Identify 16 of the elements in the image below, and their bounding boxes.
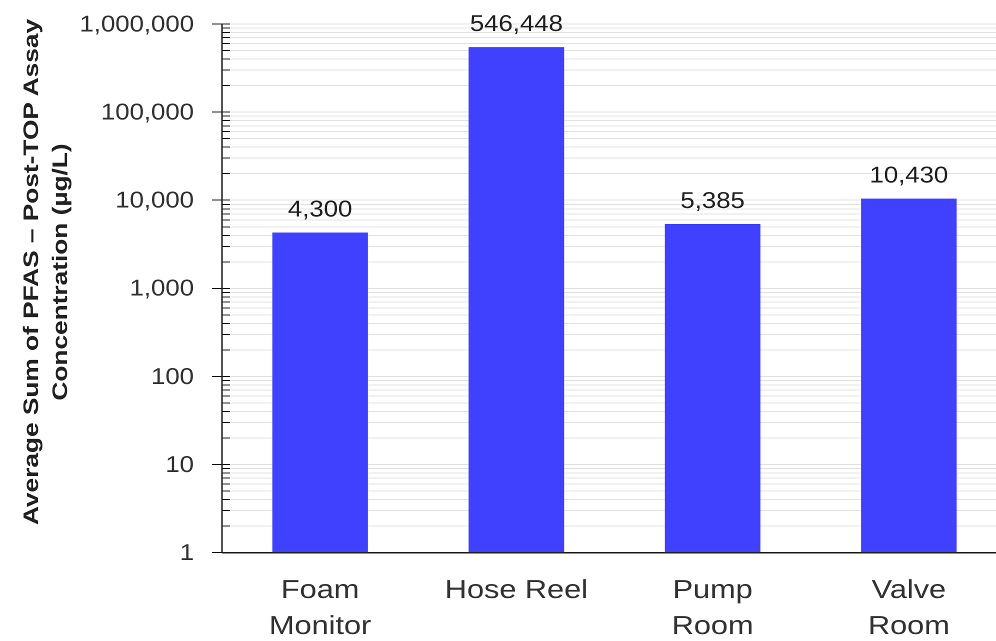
x-tick-label: Valve Room: [868, 575, 950, 640]
y-tick-label: 10,000: [115, 188, 194, 214]
y-tick-label: 100,000: [100, 100, 194, 126]
y-axis-title: Average Sum of PFAS – Post-TOP Assay Concentration (µg/L): [19, 18, 72, 526]
data-label: 546,448: [470, 11, 563, 37]
y-tick-label: 1,000: [130, 276, 194, 302]
x-tick-label: Foam Monitor: [268, 575, 372, 640]
y-tick-label: 100: [151, 364, 194, 390]
data-label: 5,385: [680, 188, 745, 214]
data-label: 10,430: [869, 162, 948, 188]
y-tick-label: 1: [180, 540, 194, 566]
x-tick-label: Hose Reel: [444, 575, 588, 604]
data-label: 4,300: [288, 196, 352, 222]
y-tick-label: 10: [165, 452, 194, 478]
x-tick-label: Pump Room: [672, 575, 754, 640]
y-tick-label: 1,000,000: [79, 12, 194, 38]
